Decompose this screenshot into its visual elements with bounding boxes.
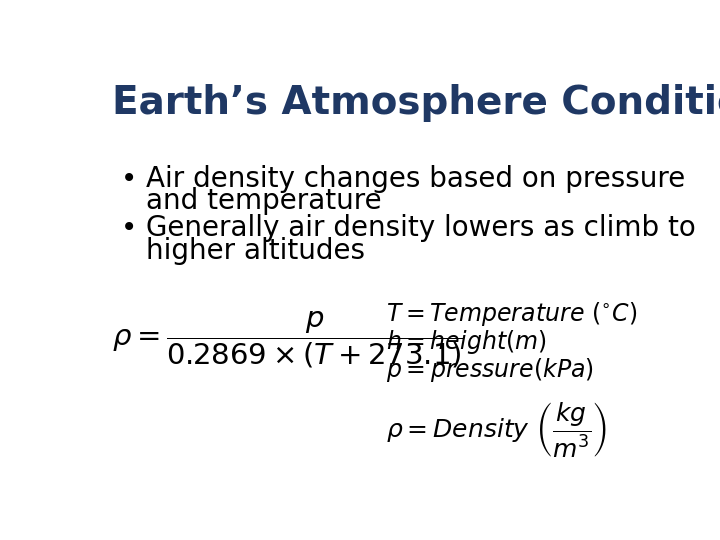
Text: •: • — [121, 214, 137, 242]
Text: $p = pressure(kPa)$: $p = pressure(kPa)$ — [386, 356, 593, 384]
Text: $\rho = Density\ \left(\dfrac{kg}{m^3}\right)$: $\rho = Density\ \left(\dfrac{kg}{m^3}\r… — [386, 400, 607, 458]
Text: Earth’s Atmosphere Conditions: Earth’s Atmosphere Conditions — [112, 84, 720, 122]
Text: •: • — [121, 165, 137, 193]
Text: Air density changes based on pressure: Air density changes based on pressure — [145, 165, 685, 193]
Text: $\rho = \dfrac{p}{0.2869 \times (T + 273.1)}$: $\rho = \dfrac{p}{0.2869 \times (T + 273… — [112, 310, 464, 370]
Text: Generally air density lowers as climb to: Generally air density lowers as climb to — [145, 214, 696, 242]
Text: higher altitudes: higher altitudes — [145, 238, 365, 265]
Text: $h = height(m)$: $h = height(m)$ — [386, 328, 546, 355]
Text: and temperature: and temperature — [145, 187, 382, 215]
Text: $T = Temperature\ (^{\circ}C)$: $T = Temperature\ (^{\circ}C)$ — [386, 300, 637, 328]
